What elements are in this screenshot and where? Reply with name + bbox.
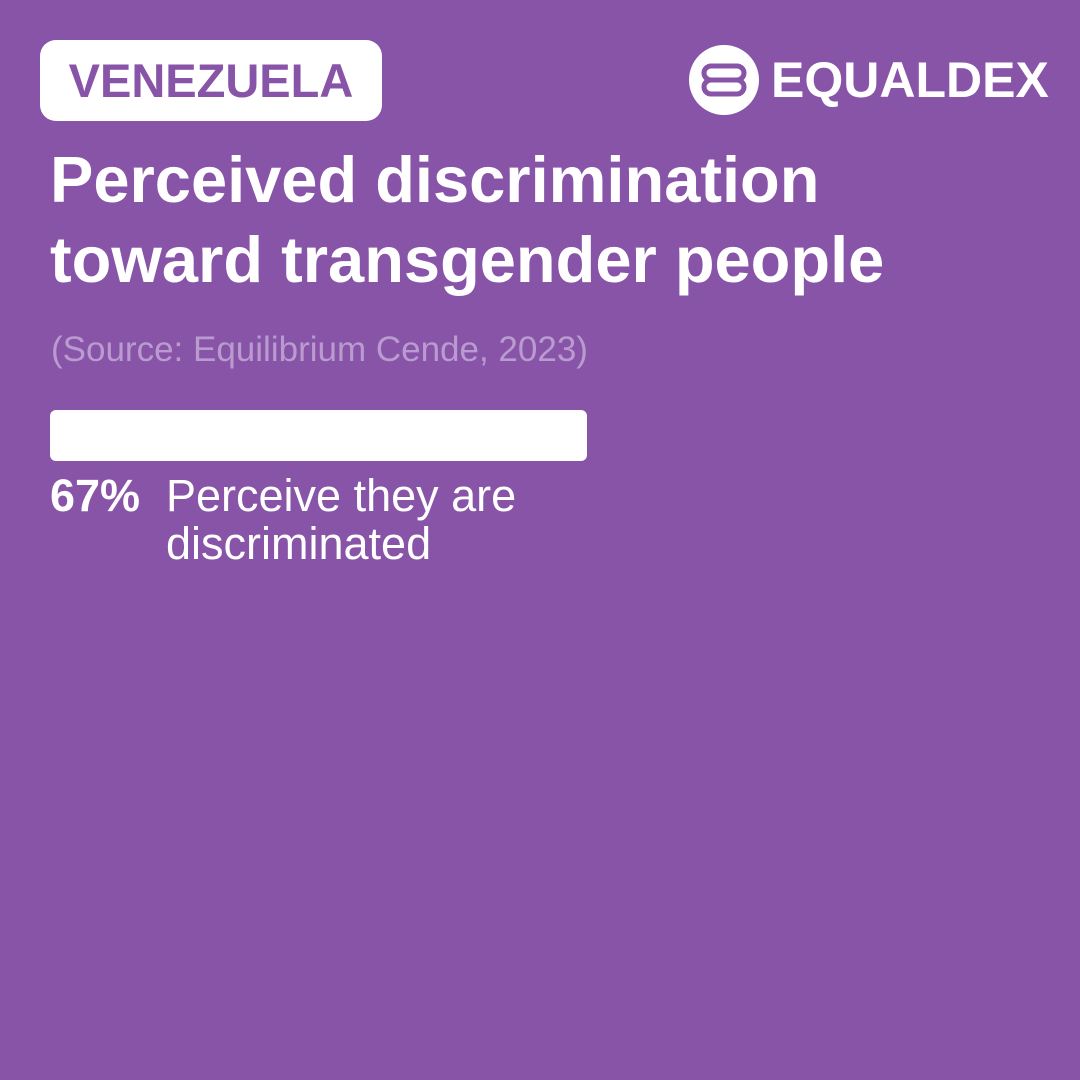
brand-name: EQUALDEX xyxy=(771,52,1049,108)
bar-perceive-discriminated xyxy=(50,410,587,461)
source-note: (Source: Equilibrium Cende, 2023) xyxy=(51,330,588,369)
chart-title: Perceived discrimination toward transgen… xyxy=(50,143,885,296)
stat-label: Perceive they are discriminated xyxy=(166,470,517,569)
bar-track xyxy=(50,410,851,461)
country-name: VENEZUELA xyxy=(68,54,354,107)
brand: EQUALDEX xyxy=(689,44,1049,116)
stat-row: 67% Perceive they are discriminated xyxy=(50,472,596,568)
country-badge: VENEZUELA xyxy=(40,40,382,121)
equaldex-logo-icon xyxy=(689,45,759,115)
stat-value: 67% xyxy=(50,470,141,521)
